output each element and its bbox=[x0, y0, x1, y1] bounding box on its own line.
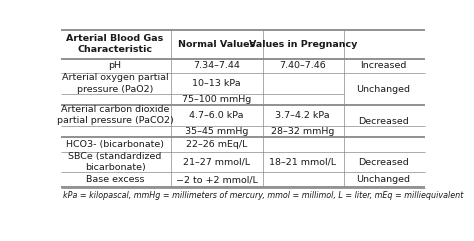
Text: 3.7–4.2 kPa: 3.7–4.2 kPa bbox=[275, 111, 330, 120]
Text: Increased: Increased bbox=[360, 61, 406, 70]
Text: 7.40–7.46: 7.40–7.46 bbox=[280, 61, 326, 70]
Text: 22–26 mEq/L: 22–26 mEq/L bbox=[186, 140, 247, 149]
Text: Values in Pregnancy: Values in Pregnancy bbox=[249, 40, 357, 49]
Text: 21–27 mmol/L: 21–27 mmol/L bbox=[183, 158, 250, 167]
Text: 35–45 mmHg: 35–45 mmHg bbox=[185, 127, 248, 136]
Text: Decreased: Decreased bbox=[358, 158, 409, 167]
Text: Unchanged: Unchanged bbox=[356, 85, 410, 94]
Text: HCO3- (bicarbonate): HCO3- (bicarbonate) bbox=[66, 140, 164, 149]
Text: pH: pH bbox=[109, 61, 122, 70]
Text: 4.7–6.0 kPa: 4.7–6.0 kPa bbox=[189, 111, 244, 120]
Text: 28–32 mmHg: 28–32 mmHg bbox=[271, 127, 335, 136]
Text: Normal Values: Normal Values bbox=[178, 40, 255, 49]
Text: Arterial Blood Gas
Characteristic: Arterial Blood Gas Characteristic bbox=[66, 34, 164, 54]
Text: 10–13 kPa: 10–13 kPa bbox=[192, 79, 241, 88]
Text: Base excess: Base excess bbox=[86, 175, 145, 184]
Text: kPa = kilopascal, mmHg = millimeters of mercury, mmol = millimol, L = liter, mEq: kPa = kilopascal, mmHg = millimeters of … bbox=[63, 191, 463, 200]
Text: 18–21 mmol/L: 18–21 mmol/L bbox=[269, 158, 337, 167]
Text: −2 to +2 mmol/L: −2 to +2 mmol/L bbox=[175, 175, 257, 184]
Text: Arterial oxygen partial
pressure (PaO2): Arterial oxygen partial pressure (PaO2) bbox=[62, 74, 168, 94]
Text: Unchanged: Unchanged bbox=[356, 175, 410, 184]
Text: Decreased: Decreased bbox=[358, 117, 409, 126]
Text: 7.34–7.44: 7.34–7.44 bbox=[193, 61, 240, 70]
Text: SBCe (standardized
bicarbonate): SBCe (standardized bicarbonate) bbox=[68, 152, 162, 172]
Text: 75–100 mmHg: 75–100 mmHg bbox=[182, 95, 251, 104]
Text: Arterial carbon dioxide
partial pressure (PaCO2): Arterial carbon dioxide partial pressure… bbox=[57, 105, 173, 126]
